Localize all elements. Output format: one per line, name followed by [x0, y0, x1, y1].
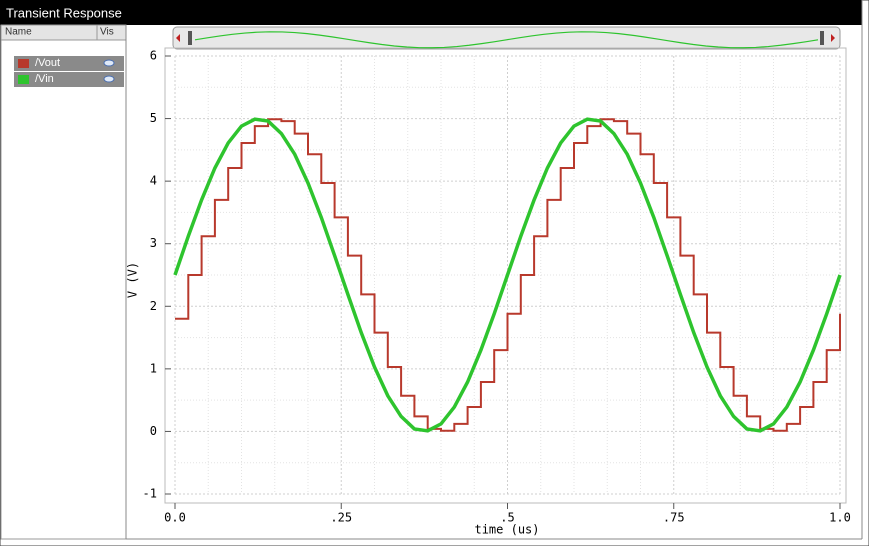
- y-tick-label: -1: [143, 487, 157, 501]
- window-title: Transient Response: [6, 5, 122, 20]
- x-tick-label: .25: [330, 511, 352, 525]
- y-tick-label: 1: [150, 361, 157, 375]
- y-tick-label: 0: [150, 424, 157, 438]
- scroll-right: [831, 34, 835, 42]
- x-tick-label: 0.0: [164, 511, 186, 525]
- legend-label: /Vout: [35, 57, 60, 69]
- x-tick-label: .5: [500, 511, 514, 525]
- visibility-icon[interactable]: [103, 75, 115, 83]
- legend-swatch: [18, 75, 29, 84]
- column-name: Name: [5, 27, 32, 38]
- handle-right: [820, 31, 824, 45]
- y-tick-label: 5: [150, 111, 157, 125]
- legend-swatch: [18, 59, 29, 68]
- legend-label: /Vin: [35, 73, 54, 85]
- x-tick-label: 1.0: [829, 511, 851, 525]
- series-line: [175, 118, 841, 432]
- side-panel: [0, 24, 127, 540]
- legend-row: [14, 56, 124, 71]
- y-tick-label: 3: [150, 236, 157, 250]
- title-bar: [0, 0, 862, 25]
- y-tick-label: 4: [150, 174, 157, 188]
- visibility-icon[interactable]: [103, 59, 115, 67]
- x-axis-label: time (us): [474, 523, 539, 537]
- scroll-left: [176, 34, 180, 42]
- x-tick-label: .75: [663, 511, 685, 525]
- overview-strip[interactable]: [172, 26, 841, 50]
- y-axis-label: V (V): [126, 262, 140, 298]
- legend-row: [14, 72, 124, 87]
- handle-left: [188, 31, 192, 45]
- plot-frame: [164, 47, 847, 504]
- y-tick-label: 6: [150, 49, 157, 63]
- column-vis: Vis: [100, 27, 114, 38]
- overview-line: [194, 31, 819, 49]
- y-tick-label: 2: [150, 299, 157, 313]
- series-line: [173, 117, 842, 433]
